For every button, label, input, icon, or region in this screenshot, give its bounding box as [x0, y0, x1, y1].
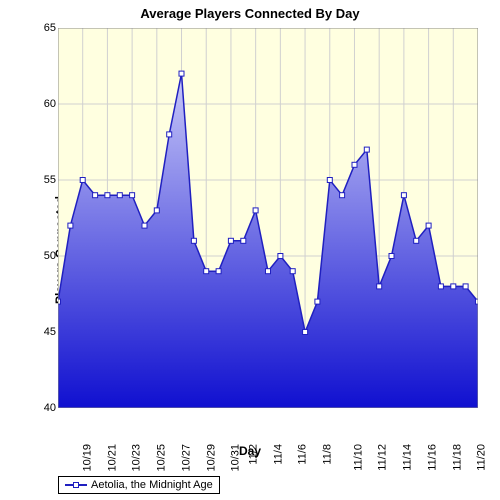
- data-marker: [167, 132, 172, 137]
- x-axis-label: Day: [0, 444, 500, 458]
- data-marker: [451, 284, 456, 289]
- data-marker: [327, 178, 332, 183]
- chart-container: Average Players Connected By Day Players…: [0, 0, 500, 500]
- data-marker: [340, 193, 345, 198]
- data-marker: [315, 299, 320, 304]
- data-marker: [414, 238, 419, 243]
- data-marker: [179, 71, 184, 76]
- y-tick-label: 40: [44, 402, 56, 414]
- y-tick-label: 45: [44, 326, 56, 338]
- data-marker: [130, 193, 135, 198]
- data-marker: [438, 284, 443, 289]
- data-marker: [352, 162, 357, 167]
- legend: Aetolia, the Midnight Age: [58, 476, 220, 494]
- data-marker: [290, 269, 295, 274]
- data-marker: [401, 193, 406, 198]
- data-marker: [253, 208, 258, 213]
- plot-svg: [58, 28, 478, 408]
- y-tick-label: 65: [44, 22, 56, 34]
- data-marker: [303, 330, 308, 335]
- y-tick-label: 60: [44, 98, 56, 110]
- y-tick-label: 55: [44, 174, 56, 186]
- plot-area: [58, 28, 478, 408]
- data-marker: [154, 208, 159, 213]
- legend-swatch: [65, 480, 87, 490]
- chart-title: Average Players Connected By Day: [0, 6, 500, 21]
- y-tick-label: 50: [44, 250, 56, 262]
- data-marker: [142, 223, 147, 228]
- data-marker: [228, 238, 233, 243]
- data-marker: [241, 238, 246, 243]
- data-marker: [278, 254, 283, 259]
- data-marker: [80, 178, 85, 183]
- data-marker: [377, 284, 382, 289]
- data-marker: [426, 223, 431, 228]
- y-ticks: 404550556065: [34, 28, 56, 408]
- data-marker: [117, 193, 122, 198]
- data-marker: [105, 193, 110, 198]
- data-marker: [266, 269, 271, 274]
- data-marker: [93, 193, 98, 198]
- data-marker: [463, 284, 468, 289]
- data-marker: [68, 223, 73, 228]
- data-marker: [191, 238, 196, 243]
- legend-marker-icon: [73, 482, 79, 488]
- data-marker: [204, 269, 209, 274]
- data-marker: [364, 147, 369, 152]
- data-marker: [216, 269, 221, 274]
- data-marker: [389, 254, 394, 259]
- legend-label: Aetolia, the Midnight Age: [91, 479, 213, 491]
